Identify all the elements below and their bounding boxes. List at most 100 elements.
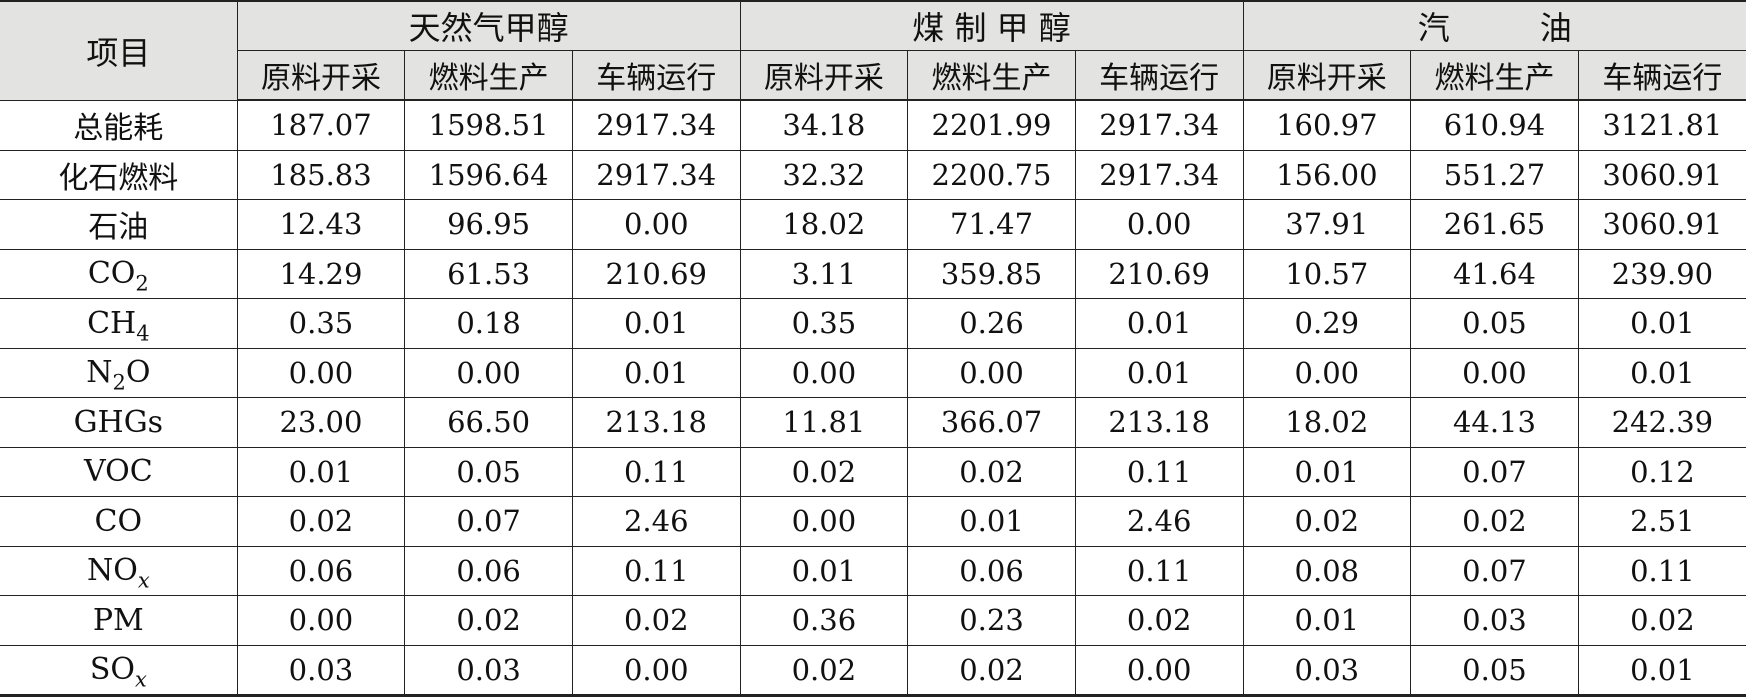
item-header: 项目 [0, 0, 238, 101]
table-cell: 0.05 [1410, 644, 1579, 696]
table-cell: 0.06 [236, 545, 406, 596]
table-cell: 0.07 [1410, 446, 1579, 497]
table-cell: 0.01 [1242, 595, 1412, 646]
group-header-natural-gas-methanol: 天然气甲醇 [236, 0, 741, 51]
table-cell: 210.69 [1074, 248, 1244, 299]
table-cell: 2917.34 [1074, 99, 1244, 151]
table-cell: 3060.91 [1577, 199, 1746, 250]
table-row: PM 0.00 0.02 0.02 0.36 0.23 0.02 0.01 0.03 0.02 [0, 595, 1746, 646]
group-header-gasoline-left: 汽 [1417, 9, 1450, 47]
table-cell: 0.02 [1577, 595, 1746, 646]
table-cell: 0.11 [571, 446, 741, 497]
table-cell: 0.01 [571, 298, 741, 349]
group-header-coal-methanol: 煤 制 甲 醇 [739, 0, 1244, 51]
table-cell: 156.00 [1242, 149, 1412, 200]
table-cell: 0.01 [1242, 446, 1412, 497]
table-row: 石油 12.43 96.95 0.00 18.02 71.47 0.00 37.91 261.6… [0, 199, 1746, 250]
table-body: 总能耗 187.07 1598.51 2917.34 34.18 2201.99 2917.… [0, 99, 1746, 696]
row-label-main: SO [89, 652, 135, 688]
row-label-main: N [86, 355, 113, 391]
table-cell: 1598.51 [404, 99, 573, 151]
row-label: CH4 [0, 298, 238, 349]
table-cell: 0.12 [1577, 446, 1746, 497]
row-label-subscript: x [137, 568, 150, 593]
table-cell: 0.01 [907, 496, 1076, 547]
table-cell: 0.02 [404, 595, 573, 646]
row-label: GHGs [0, 397, 238, 448]
table-cell: 0.23 [907, 595, 1076, 646]
row-label: PM [0, 595, 238, 646]
row-label-main: CH [87, 305, 137, 341]
table-cell: 0.01 [1074, 298, 1244, 349]
table-cell: 2917.34 [1074, 149, 1244, 200]
table-row: N2O 0.00 0.00 0.01 0.00 0.00 0.01 0.00 0.00 0.01 [0, 347, 1746, 398]
table-cell: 0.11 [571, 545, 741, 596]
table-cell: 0.01 [236, 446, 406, 497]
row-label: 石油 [0, 199, 238, 250]
table-cell: 14.29 [236, 248, 406, 299]
table-cell: 3.11 [739, 248, 909, 299]
table-cell: 0.00 [236, 347, 406, 398]
table-cell: 0.00 [1074, 644, 1244, 696]
table-cell: 0.06 [404, 545, 573, 596]
table-cell: 0.02 [1410, 496, 1579, 547]
stage-header: 车辆运行 [1577, 50, 1746, 101]
table-cell: 610.94 [1410, 99, 1579, 151]
row-label: CO [0, 496, 238, 547]
table-cell: 2.46 [571, 496, 741, 547]
table-cell: 210.69 [571, 248, 741, 299]
table-cell: 0.03 [404, 644, 573, 696]
table-cell: 2917.34 [571, 149, 741, 200]
table-cell: 0.07 [1410, 545, 1579, 596]
table-cell: 213.18 [1074, 397, 1244, 448]
table-row: CH4 0.35 0.18 0.01 0.35 0.26 0.01 0.29 0.05 0.01 [0, 298, 1746, 349]
table-cell: 41.64 [1410, 248, 1579, 299]
table-cell: 160.97 [1242, 99, 1412, 151]
table-cell: 0.11 [1074, 446, 1244, 497]
table-cell: 0.06 [907, 545, 1076, 596]
stage-header: 燃料生产 [1410, 50, 1579, 101]
row-label: SOx [0, 644, 238, 696]
table-cell: 18.02 [739, 199, 909, 250]
table-row: CO 0.02 0.07 2.46 0.00 0.01 2.46 0.02 0.02 2.51 [0, 496, 1746, 547]
table-cell: 0.02 [907, 644, 1076, 696]
table-cell: 0.00 [739, 496, 909, 547]
table-cell: 0.01 [571, 347, 741, 398]
table-cell: 0.00 [1242, 347, 1412, 398]
table-cell: 0.11 [1577, 545, 1746, 596]
table-cell: 0.00 [1410, 347, 1579, 398]
table-row: 总能耗 187.07 1598.51 2917.34 34.18 2201.99 2917.… [0, 99, 1746, 151]
table-cell: 185.83 [236, 149, 406, 200]
table-cell: 32.32 [739, 149, 909, 200]
table-cell: 2917.34 [571, 99, 741, 151]
row-label-main: NO [86, 553, 138, 589]
table-cell: 0.00 [1074, 199, 1244, 250]
table-cell: 10.57 [1242, 248, 1412, 299]
table-cell: 12.43 [236, 199, 406, 250]
group-header-gasoline: 汽油 [1242, 0, 1746, 51]
table-row: GHGs 23.00 66.50 213.18 11.81 366.07 213.18 18.… [0, 397, 1746, 448]
table-cell: 0.36 [739, 595, 909, 646]
row-label: NOx [0, 545, 238, 596]
table-cell: 2200.75 [907, 149, 1076, 200]
stage-header: 燃料生产 [404, 50, 573, 101]
table-cell: 44.13 [1410, 397, 1579, 448]
row-label-subscript: 4 [136, 321, 150, 346]
table-row: VOC 0.01 0.05 0.11 0.02 0.02 0.11 0.01 0.07 0.12 [0, 446, 1746, 497]
table-cell: 23.00 [236, 397, 406, 448]
row-label-after: O [125, 355, 151, 391]
table-cell: 0.35 [739, 298, 909, 349]
table-cell: 0.00 [571, 644, 741, 696]
table-cell: 0.00 [571, 199, 741, 250]
table-cell: 0.03 [1410, 595, 1579, 646]
table-cell: 0.02 [1074, 595, 1244, 646]
table-cell: 0.02 [739, 644, 909, 696]
table-cell: 37.91 [1242, 199, 1412, 250]
table-cell: 0.01 [1577, 298, 1746, 349]
table-row: CO2 14.29 61.53 210.69 3.11 359.85 210.69 10.57… [0, 248, 1746, 299]
table-cell: 0.01 [1074, 347, 1244, 398]
table-cell: 0.02 [739, 446, 909, 497]
table-cell: 71.47 [907, 199, 1076, 250]
row-label-subscript: 2 [112, 370, 126, 395]
table-cell: 96.95 [404, 199, 573, 250]
